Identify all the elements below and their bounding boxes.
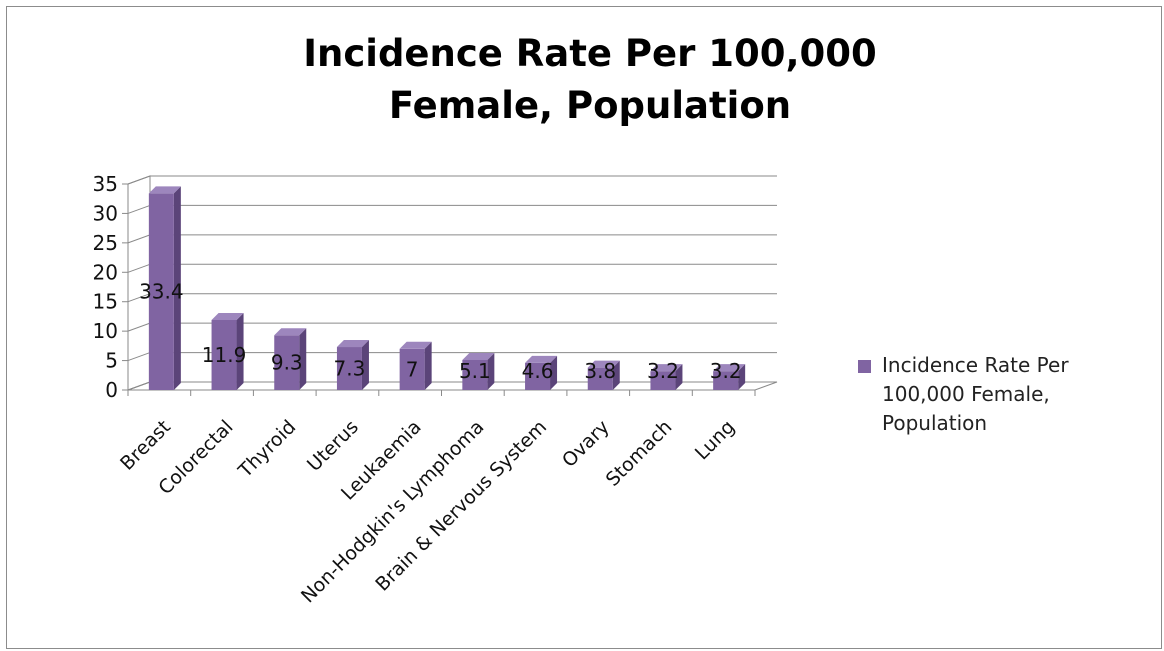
bar-side: [738, 364, 746, 390]
bar-side: [612, 360, 620, 390]
bar-front: [274, 335, 300, 390]
gridline-side: [127, 381, 151, 391]
chart-title: Incidence Rate Per 100,000 Female, Popul…: [303, 32, 877, 127]
bar-front: [211, 319, 237, 390]
category-label: Lung: [691, 416, 739, 464]
bar-front: [399, 348, 425, 390]
y-tick-label: 20: [93, 260, 118, 284]
bar-top: [650, 364, 683, 372]
bar-side: [173, 186, 181, 390]
bar-top: [336, 340, 369, 348]
gridline-side: [127, 263, 151, 273]
gridline-side: [127, 175, 151, 185]
bar-front: [148, 193, 174, 390]
category-label: Uterus: [303, 416, 363, 476]
y-tick-label: 30: [93, 201, 118, 225]
data-label: 3.2: [647, 359, 679, 383]
data-label: 3.8: [584, 359, 616, 383]
y-tick-label: 15: [93, 290, 118, 314]
bar: [336, 340, 369, 390]
bar-top: [274, 328, 307, 336]
legend-label: Incidence Rate Per 100,000 Female, Popul…: [882, 353, 1069, 435]
bar: [148, 186, 181, 390]
gridline-side: [127, 352, 151, 362]
bar-side: [361, 340, 369, 390]
bar-front: [462, 359, 488, 390]
bar-side: [299, 328, 307, 390]
legend-swatch: [858, 360, 871, 373]
data-label: 33.4: [139, 280, 184, 304]
bar: [274, 328, 307, 390]
y-tick-label: 0: [105, 378, 118, 402]
bar-front: [713, 371, 739, 390]
y-tick-label: 5: [105, 349, 118, 373]
y-tick-label: 25: [93, 231, 118, 255]
data-label: 9.3: [271, 351, 303, 375]
category-label: Thyroid: [234, 416, 301, 483]
bar-top: [148, 186, 181, 194]
data-label: 7.3: [334, 357, 366, 381]
bar-front: [525, 362, 551, 390]
bar-side: [675, 364, 683, 390]
bar-top: [462, 352, 495, 360]
bar-side: [424, 341, 432, 390]
bar-top: [525, 355, 558, 363]
category-label: Ovary: [558, 416, 614, 472]
gridline-side: [127, 234, 151, 244]
data-label: 7: [406, 357, 419, 381]
data-label: 3.2: [710, 359, 742, 383]
y-tick-label: 10: [93, 319, 118, 343]
bar: [462, 352, 495, 390]
bar-side: [236, 312, 244, 390]
bar-front: [336, 347, 362, 390]
bar-side: [487, 352, 495, 390]
bar: [211, 312, 244, 390]
gridline-side: [127, 293, 151, 303]
bar-top: [399, 341, 432, 349]
gridline-side: [127, 322, 151, 332]
gridline-side: [127, 204, 151, 214]
bar-top: [587, 360, 620, 368]
bar: [525, 355, 558, 390]
bar: [650, 364, 683, 390]
bar: [713, 364, 746, 390]
bar-side: [550, 355, 558, 390]
bar-front: [587, 367, 613, 390]
bar-top: [211, 312, 244, 320]
bar-top: [713, 364, 746, 372]
chart-frame: [6, 6, 1162, 649]
data-label: 4.6: [522, 359, 554, 383]
bar: [399, 341, 432, 390]
category-label: Breast: [116, 416, 175, 475]
data-label: 5.1: [459, 359, 491, 383]
bar: [587, 360, 620, 390]
bar-front: [650, 371, 676, 390]
data-label: 11.9: [202, 343, 247, 367]
category-label: Stomach: [602, 416, 677, 491]
y-tick-label: 35: [93, 172, 118, 196]
